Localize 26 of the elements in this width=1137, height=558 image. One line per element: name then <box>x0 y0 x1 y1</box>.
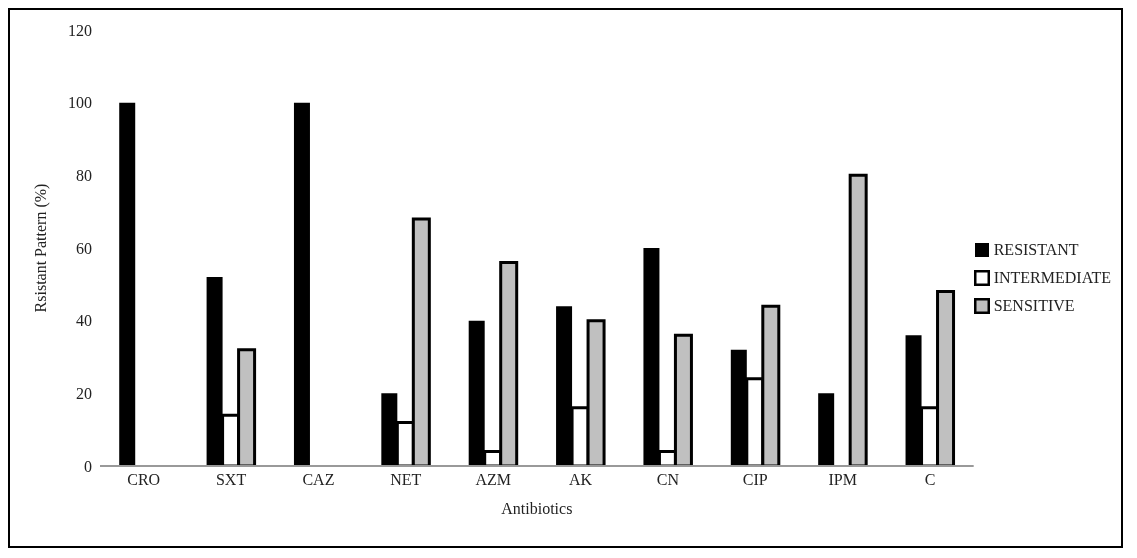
legend-label: INTERMEDIATE <box>993 269 1111 287</box>
legend-label: SENSITIVE <box>993 297 1075 315</box>
y-tick-label: 80 <box>76 167 92 185</box>
bar <box>293 102 310 466</box>
bar <box>119 102 136 466</box>
x-tick-label: NET <box>390 471 422 489</box>
x-tick-label: SXT <box>215 471 247 489</box>
y-tick-label: 60 <box>76 239 92 257</box>
y-axis-title: Rsistant Pattern (%) <box>31 183 50 313</box>
x-tick-label: CRO <box>127 471 161 489</box>
y-tick-label: 40 <box>76 312 92 330</box>
y-tick-label: 0 <box>84 457 92 475</box>
bar <box>818 393 835 466</box>
x-tick-label: AZM <box>475 471 511 489</box>
y-tick-label: 20 <box>76 385 92 403</box>
x-tick-label: AK <box>568 471 593 489</box>
x-tick-label: IPM <box>828 471 857 489</box>
x-tick-label: CIP <box>742 471 768 489</box>
x-tick-label: CAZ <box>302 471 335 489</box>
bar <box>848 173 868 466</box>
x-tick-label: C <box>924 471 936 489</box>
x-axis-title: Antibiotics <box>501 500 573 517</box>
legend-label: RESISTANT <box>993 241 1079 259</box>
y-tick-label: 100 <box>68 94 92 112</box>
y-tick-label: 120 <box>68 21 92 39</box>
x-tick-label: CN <box>656 471 680 489</box>
